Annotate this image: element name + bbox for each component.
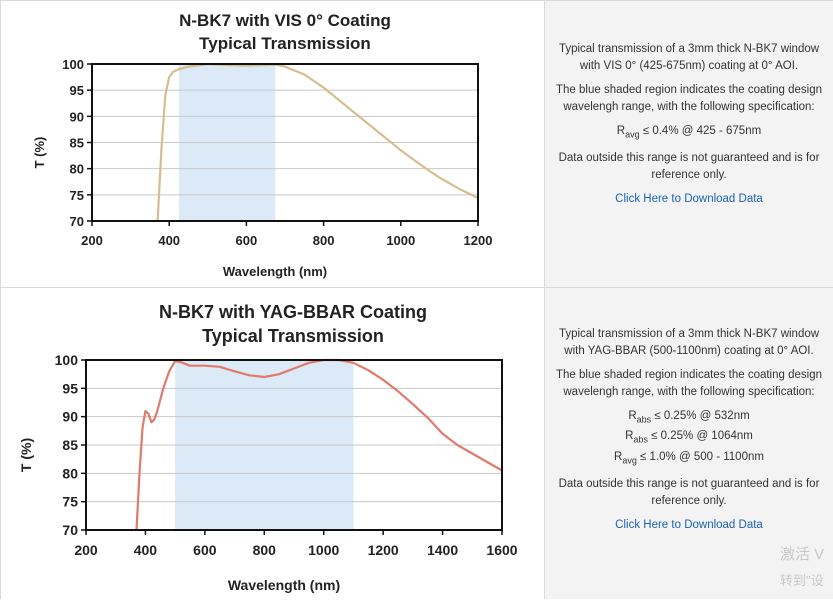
y-tick-label: 75 <box>70 188 84 203</box>
x-axis-label: Wavelength (nm) <box>223 264 327 279</box>
description-paragraph: The blue shaded region indicates the coa… <box>556 84 822 113</box>
spec-line: Rabs ≤ 0.25% @ 532nm <box>628 410 750 425</box>
download-data-link[interactable]: Click Here to Download Data <box>615 518 763 531</box>
watermark-text: 转到"设 <box>780 573 824 588</box>
x-tick-label: 200 <box>81 233 103 248</box>
chart-title: N-BK7 with YAG-BBAR Coating <box>159 302 427 322</box>
description-paragraph: Typical transmission of a 3mm thick N-BK… <box>558 328 820 357</box>
y-tick-label: 70 <box>62 522 78 538</box>
x-tick-label: 400 <box>134 542 158 558</box>
description-cell: Typical transmission of a 3mm thick N-BK… <box>545 1 833 287</box>
transmission-line <box>135 358 503 531</box>
download-data-link[interactable]: Click Here to Download Data <box>615 193 763 206</box>
y-axis-label: T (%) <box>32 137 47 169</box>
x-tick-label: 400 <box>158 233 180 248</box>
description-cell: Typical transmission of a 3mm thick N-BK… <box>545 288 833 599</box>
transmission-chart-vis: N-BK7 with VIS 0° Coating Typical Transmi… <box>32 11 493 279</box>
y-tick-label: 95 <box>70 83 84 98</box>
x-tick-label: 800 <box>313 233 335 248</box>
x-tick-label: 1000 <box>308 542 339 558</box>
product-row-vis: N-BK7 with VIS 0° Coating Typical Transmi… <box>0 0 833 287</box>
description-paragraph: The blue shaded region indicates the coa… <box>556 369 822 398</box>
x-tick-label: 200 <box>74 542 98 558</box>
y-tick-label: 80 <box>62 465 78 481</box>
x-tick-label: 1600 <box>486 542 517 558</box>
chart-title: N-BK7 with VIS 0° Coating <box>179 11 391 30</box>
description-paragraph: Data outside this range is not guarantee… <box>558 152 820 182</box>
chart-cell: N-BK7 with YAG-BBAR Coating Typical Trans… <box>0 288 545 599</box>
y-axis-label: T (%) <box>18 438 34 472</box>
chart-subtitle: Typical Transmission <box>199 34 371 53</box>
x-tick-label: 1000 <box>386 233 415 248</box>
spec-list: Ravg ≤ 0.4% @ 425 - 675nm <box>549 123 829 143</box>
description-paragraph: Data outside this range is not guarantee… <box>558 477 820 507</box>
y-tick-label: 75 <box>62 494 78 510</box>
x-tick-label: 1400 <box>427 542 458 558</box>
y-tick-label: 85 <box>62 437 78 453</box>
spec-line: Rabs ≤ 0.25% @ 1064nm <box>625 430 753 445</box>
y-tick-label: 90 <box>70 109 84 124</box>
chart-subtitle: Typical Transmission <box>202 326 384 346</box>
x-tick-label: 1200 <box>368 542 399 558</box>
description-paragraph: Typical transmission of a 3mm thick N-BK… <box>558 43 820 72</box>
y-tick-label: 80 <box>70 162 84 177</box>
x-tick-label: 600 <box>236 233 258 248</box>
transmission-chart-yag: N-BK7 with YAG-BBAR Coating Typical Trans… <box>18 302 518 593</box>
y-tick-label: 95 <box>62 380 78 396</box>
y-tick-label: 100 <box>62 57 84 72</box>
product-row-yag: N-BK7 with YAG-BBAR Coating Typical Trans… <box>0 287 833 599</box>
y-tick-label: 90 <box>62 409 78 425</box>
spec-line: Ravg ≤ 1.0% @ 500 - 1100nm <box>614 450 764 465</box>
y-tick-label: 70 <box>70 214 84 229</box>
spec-list: Rabs ≤ 0.25% @ 532nm Rabs ≤ 0.25% @ 1064n… <box>549 408 829 469</box>
y-tick-label: 100 <box>55 352 79 368</box>
x-axis-label: Wavelength (nm) <box>228 577 340 593</box>
x-tick-label: 1200 <box>464 233 493 248</box>
watermark-text: 激活 V <box>780 546 825 563</box>
spec-line: Ravg ≤ 0.4% @ 425 - 675nm <box>616 125 762 140</box>
x-tick-label: 600 <box>193 542 217 558</box>
x-tick-label: 800 <box>253 542 277 558</box>
chart-cell: N-BK7 with VIS 0° Coating Typical Transmi… <box>0 1 545 287</box>
y-tick-label: 85 <box>70 136 84 151</box>
